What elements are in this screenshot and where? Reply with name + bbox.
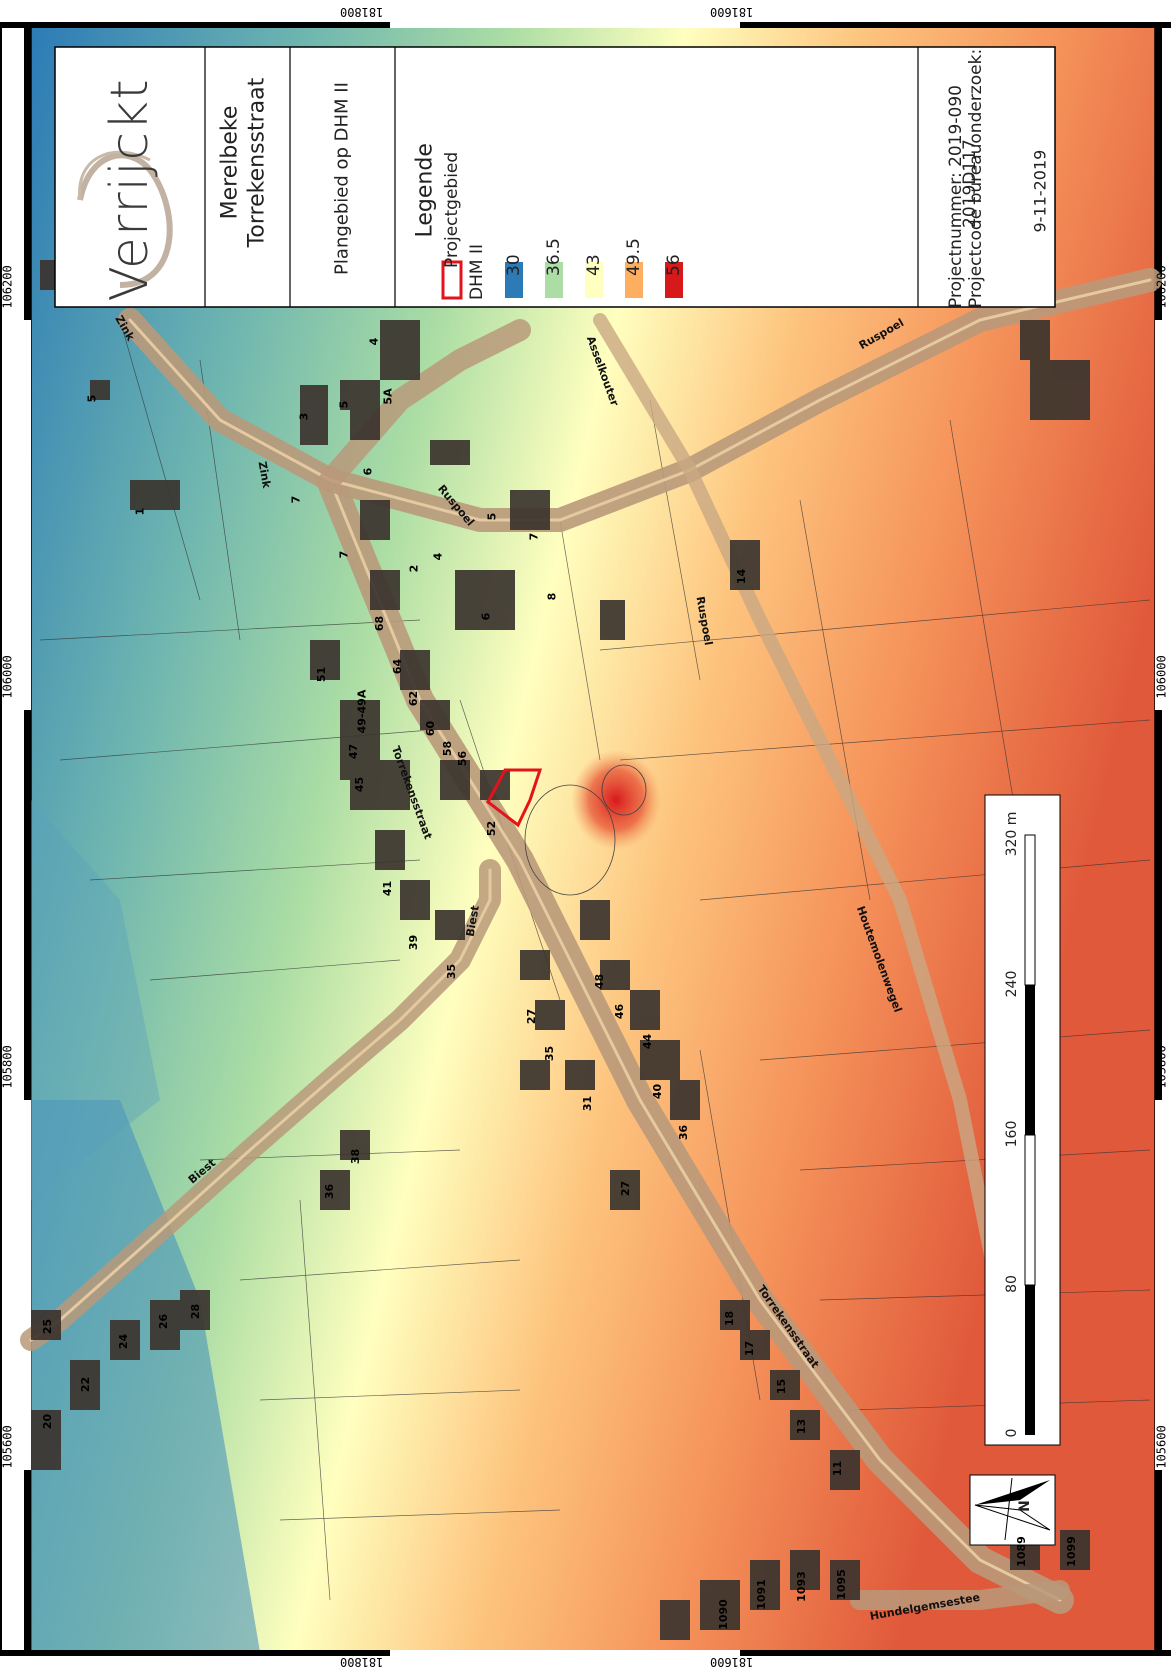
house-number: 27 <box>619 1180 633 1197</box>
coord-bottom-2: 181600 <box>710 1655 754 1669</box>
coord-left-4: 105600 <box>0 1425 15 1469</box>
house-number: 1093 <box>794 1571 808 1602</box>
house-number: 1095 <box>834 1569 848 1600</box>
house-number: 2 <box>407 564 421 573</box>
house-number: 1 <box>133 507 147 516</box>
house-number: 13 <box>795 1418 809 1435</box>
house-number: 39 <box>407 934 421 951</box>
house-number: 51 <box>315 666 329 683</box>
logo-text: Verrijckt <box>100 78 160 302</box>
scale-label-160: 160 <box>1004 1120 1020 1148</box>
house-number: 15 <box>775 1378 789 1395</box>
house-number: 3 <box>297 412 311 421</box>
house-number: 36 <box>323 1183 337 1200</box>
legend-dhm-label: DHM II <box>467 244 487 300</box>
north-arrow-icon: N <box>1017 1500 1033 1512</box>
house-number: 60 <box>424 720 438 737</box>
house-number: 35 <box>543 1045 557 1062</box>
house-number: 5 <box>85 394 99 403</box>
house-number: 6 <box>479 612 493 621</box>
house-number: 17 <box>743 1340 757 1357</box>
house-number: 1099 <box>1064 1536 1078 1567</box>
legend-project-area-swatch <box>441 260 463 300</box>
location-line-2: Torrekensstraat <box>244 77 270 248</box>
house-number: 22 <box>79 1376 93 1393</box>
house-number: 45 <box>353 776 367 793</box>
house-number: 7 <box>337 550 351 559</box>
house-number: 38 <box>349 1148 363 1165</box>
coord-left-3: 105800 <box>0 1045 15 1089</box>
house-number: 4 <box>431 552 445 561</box>
map-date: 9-11-2019 <box>1030 149 1050 233</box>
elevation-peak <box>571 750 661 850</box>
house-number: 56 <box>456 750 470 767</box>
house-number: 5 <box>337 400 351 409</box>
house-number: 26 <box>157 1313 171 1330</box>
coord-right-4: 105600 <box>1154 1425 1169 1469</box>
legend-class-43: 43 <box>584 254 604 276</box>
coord-right-3: 105800 <box>1154 1045 1169 1089</box>
coord-right-1: 106200 <box>1154 265 1169 309</box>
house-number: 18 <box>723 1310 737 1327</box>
legend-project-area-label: Projectgebied <box>442 151 462 268</box>
house-number: 52 <box>485 820 499 837</box>
house-number: 1091 <box>754 1579 768 1610</box>
house-number: 40 <box>651 1083 665 1100</box>
coord-left-2: 106000 <box>0 655 15 699</box>
map-subtitle: Plangebied op DHM II <box>331 82 353 275</box>
house-number: 6 <box>361 467 375 476</box>
house-number: 41 <box>381 880 395 897</box>
house-number: 35 <box>445 963 459 980</box>
scale-label-320: 320 m <box>1004 811 1020 857</box>
legend-title: Legende <box>412 143 438 238</box>
project-area-outline <box>486 768 543 828</box>
project-code: 2019D117 <box>960 139 980 228</box>
house-number: 44 <box>641 1033 655 1050</box>
scale-label-0: 0 <box>1004 1428 1020 1438</box>
coord-top-2: 181600 <box>710 5 754 19</box>
legend-class-49-5: 49.5 <box>624 238 644 276</box>
scale-bar <box>1024 834 1036 1435</box>
house-number: 7 <box>527 532 541 541</box>
legend-class-30: 30 <box>504 254 524 276</box>
house-number: 1090 <box>716 1599 730 1630</box>
house-number: 47 <box>347 743 361 760</box>
house-number: 7 <box>289 495 303 504</box>
house-number: 58 <box>441 740 455 757</box>
house-number: 25 <box>41 1318 55 1335</box>
location-line-1: Merelbeke <box>217 105 243 220</box>
house-number: 5 <box>485 512 499 521</box>
house-number: 11 <box>831 1460 845 1477</box>
house-number: 1089 <box>1014 1536 1028 1567</box>
house-number: 28 <box>189 1303 203 1320</box>
house-number: 68 <box>373 615 387 632</box>
house-number: 46 <box>613 1003 627 1020</box>
house-number: 14 <box>735 568 749 585</box>
house-number: 36 <box>677 1124 691 1141</box>
legend-class-36-5: 36.5 <box>544 238 564 276</box>
legend-class-56: 56 <box>664 254 684 276</box>
house-number: 31 <box>581 1095 595 1112</box>
coord-right-2: 106000 <box>1154 655 1169 699</box>
house-number: 48 <box>593 973 607 990</box>
house-number: 49-49A <box>355 689 369 734</box>
house-number: 24 <box>117 1333 131 1350</box>
scale-bar-panel <box>984 794 1061 1446</box>
coord-top-1: 181800 <box>340 5 384 19</box>
house-number: 4 <box>367 337 381 346</box>
scale-label-240: 240 <box>1004 970 1020 998</box>
house-number: 20 <box>41 1413 55 1430</box>
scale-label-80: 80 <box>1004 1275 1020 1293</box>
house-number: 62 <box>407 690 421 707</box>
coord-left-1: 106200 <box>0 265 15 309</box>
house-number: 27 <box>525 1008 539 1025</box>
house-number: 64 <box>391 658 405 675</box>
house-number: 5A <box>381 388 395 405</box>
house-number: 8 <box>545 592 559 601</box>
coord-bottom-1: 181800 <box>340 1655 384 1669</box>
